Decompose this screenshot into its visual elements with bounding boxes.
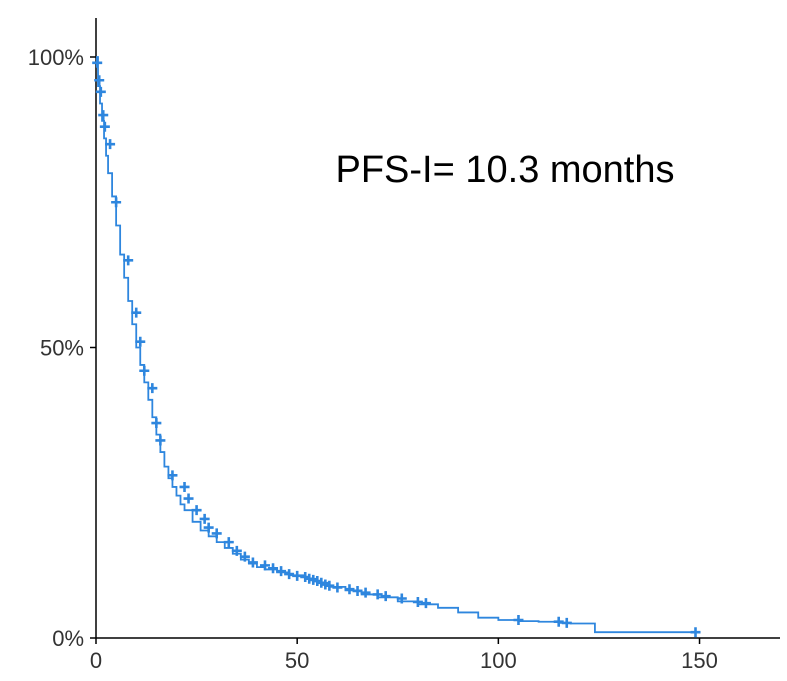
y-tick-label: 0% — [52, 626, 84, 651]
censor-mark — [131, 307, 142, 318]
x-axis: 0 50 100 150 — [90, 637, 780, 673]
censor-mark — [690, 627, 701, 638]
y-axis: 0% 50% 100% — [28, 18, 97, 651]
censor-mark — [396, 593, 407, 604]
censor-mark — [179, 481, 190, 492]
censor-mark — [123, 255, 134, 266]
censor-mark — [372, 589, 383, 600]
censor-mark — [183, 493, 194, 504]
censor-mark — [155, 435, 166, 446]
censor-mark — [247, 557, 258, 568]
censor-mark — [259, 560, 270, 571]
annotation-pfs: PFS-I= 10.3 months — [336, 149, 675, 191]
censor-mark — [344, 584, 355, 595]
censor-mark — [191, 505, 202, 516]
censor-mark — [167, 470, 178, 481]
x-tick-label: 0 — [90, 648, 102, 673]
censor-mark — [284, 569, 295, 580]
censor-mark — [94, 75, 105, 86]
censor-mark — [211, 528, 222, 539]
censor-mark — [151, 418, 162, 429]
x-tick-label: 100 — [480, 648, 517, 673]
censor-mark — [99, 121, 110, 132]
censor-mark — [239, 551, 250, 562]
censor-mark — [203, 522, 214, 533]
censor-mark — [147, 383, 158, 394]
censor-mark — [92, 57, 103, 68]
plot-area — [92, 56, 701, 638]
censor-mark — [223, 537, 234, 548]
censor-mark — [513, 614, 524, 625]
censor-mark — [360, 587, 371, 598]
x-tick-label: 150 — [681, 648, 718, 673]
censor-mark — [276, 566, 287, 577]
censor-mark — [268, 563, 279, 574]
x-tick-label: 50 — [285, 648, 309, 673]
censor-mark — [380, 591, 391, 602]
censor-mark — [420, 598, 431, 609]
censor-mark — [352, 585, 363, 596]
y-tick-label: 100% — [28, 45, 84, 70]
survival-curve — [96, 56, 696, 634]
censor-mark — [95, 86, 106, 97]
censor-mark — [231, 545, 242, 556]
censor-mark — [135, 336, 146, 347]
censor-mark — [324, 580, 335, 591]
censor-mark — [105, 139, 116, 150]
censor-mark — [111, 197, 122, 208]
censor-mark — [332, 582, 343, 593]
y-tick-label: 50% — [40, 336, 84, 361]
censor-mark — [199, 513, 210, 524]
censor-mark — [98, 110, 109, 121]
censor-mark — [139, 365, 150, 376]
censor-mark — [561, 617, 572, 628]
